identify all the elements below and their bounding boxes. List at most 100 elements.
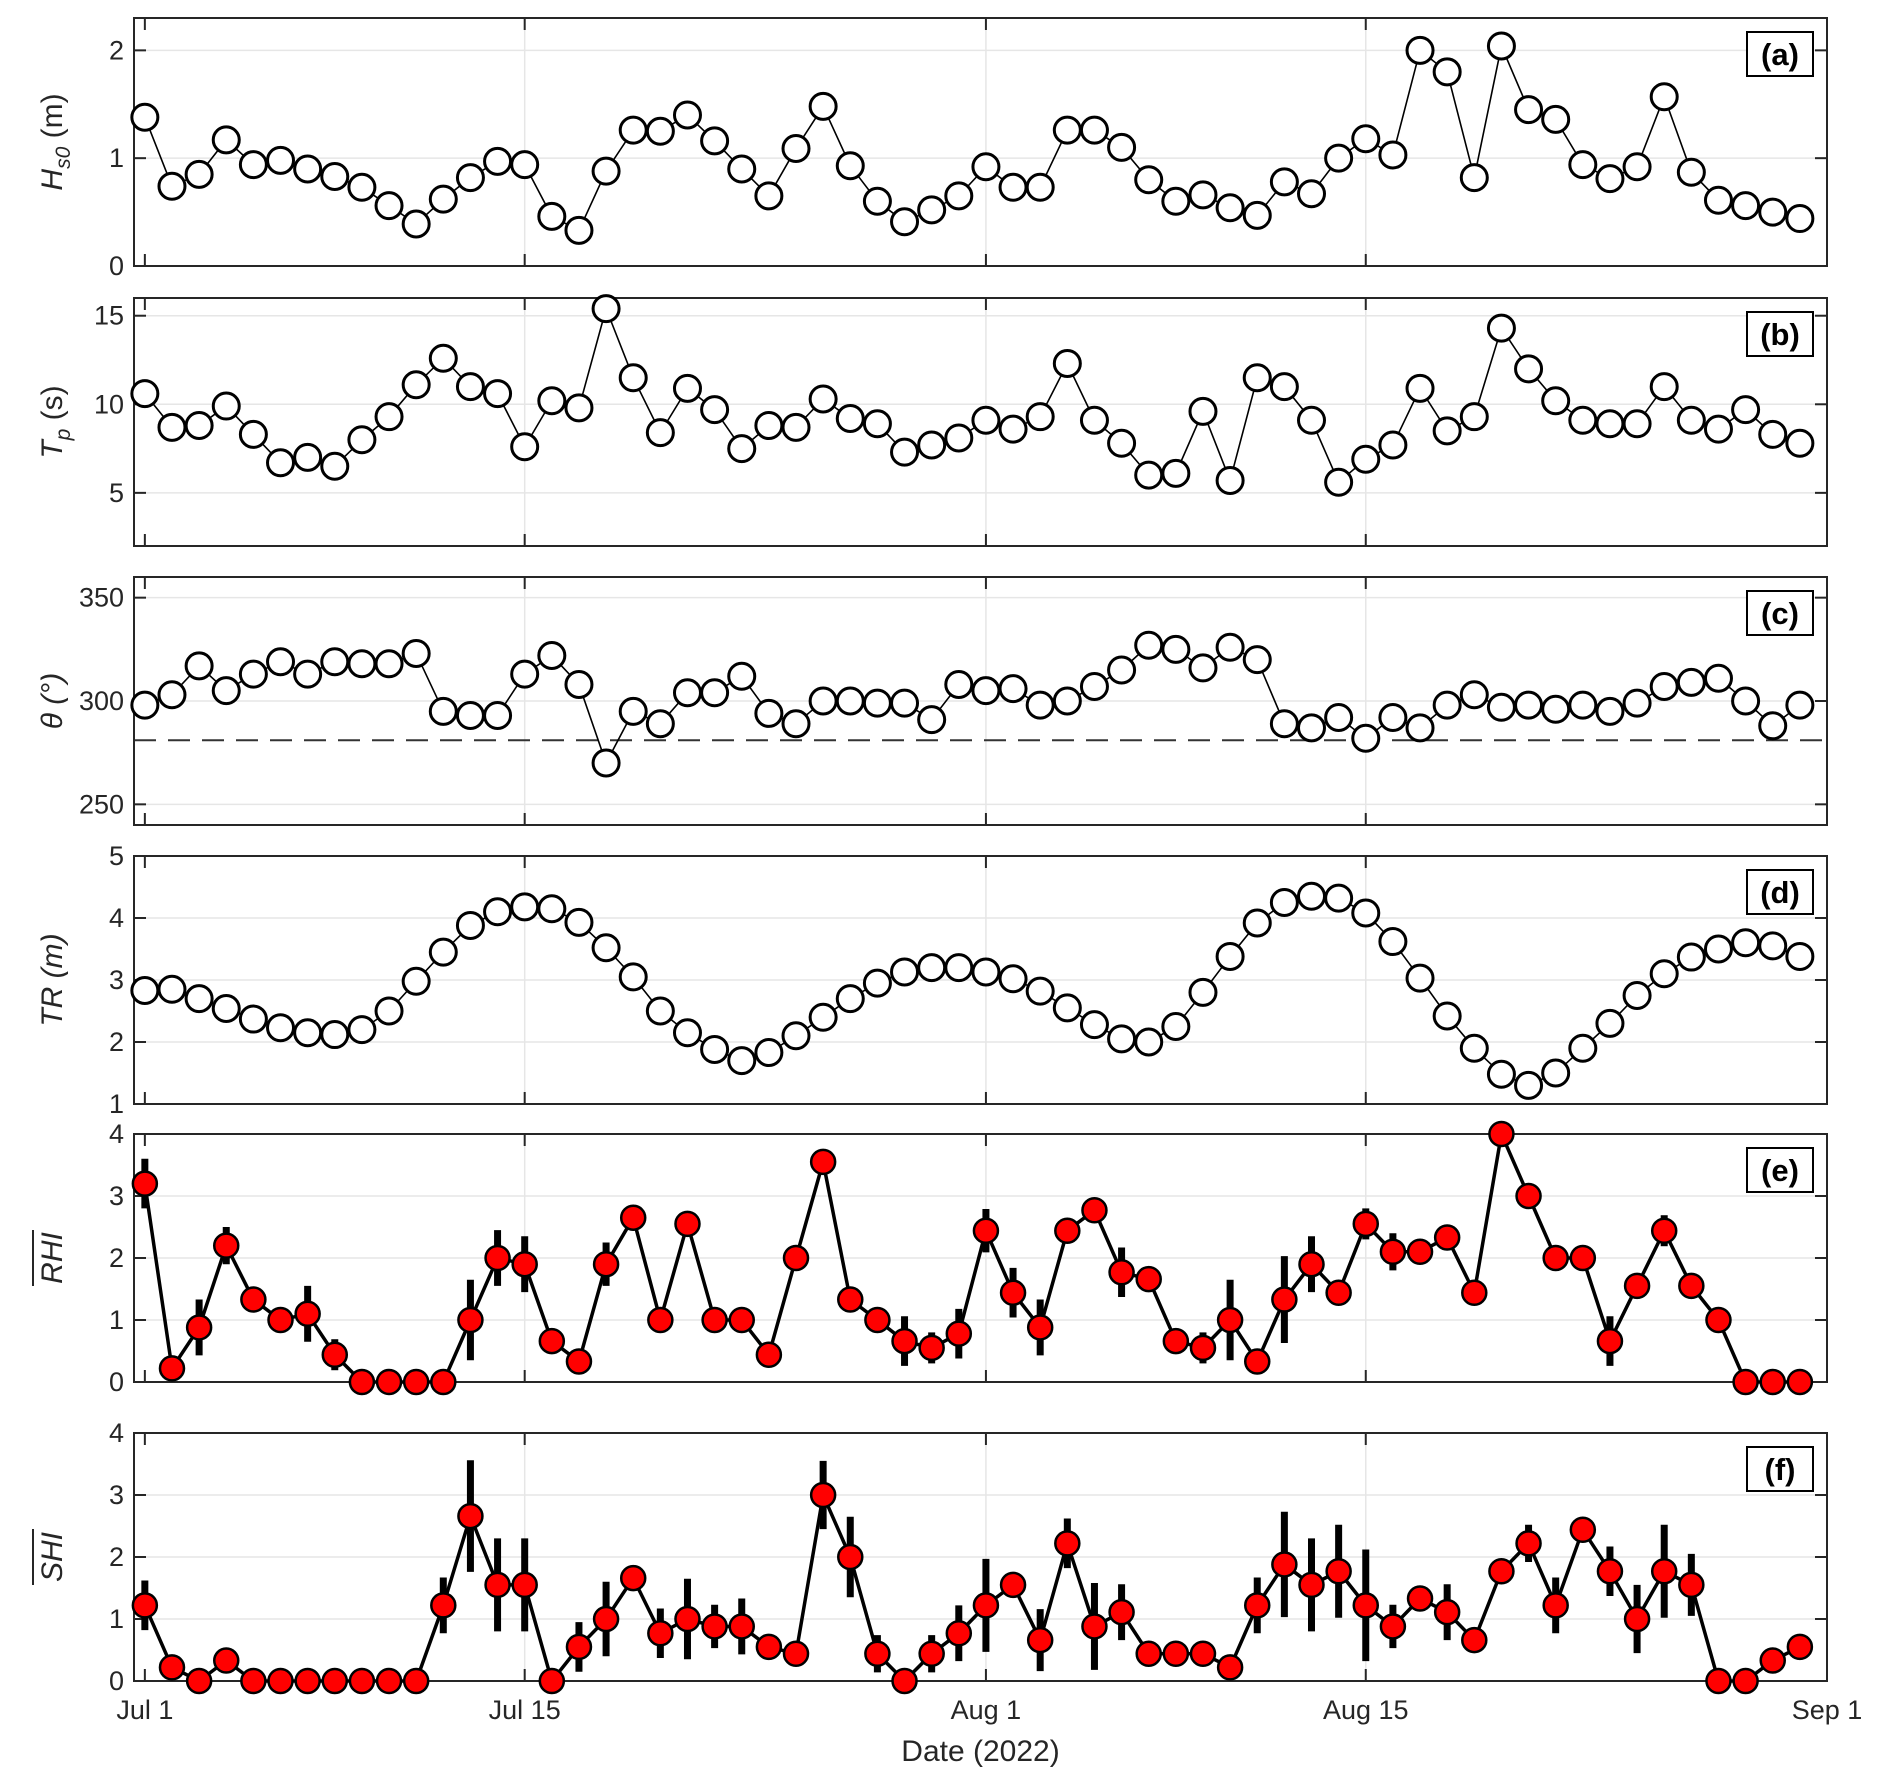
data-point: [754, 181, 784, 211]
y-tick-label: 15: [94, 301, 124, 331]
data-point: [1541, 104, 1571, 134]
y-tick-label: 4: [109, 903, 124, 933]
data-point: [428, 696, 458, 726]
data-point: [1595, 164, 1625, 194]
y-tick-label: 250: [79, 789, 124, 819]
data-point: [565, 1633, 593, 1661]
data-point: [782, 1244, 810, 1272]
data-point: [1271, 1286, 1298, 1313]
data-point: [1433, 1598, 1461, 1626]
data-point: [564, 669, 594, 699]
data-point: [1514, 95, 1544, 125]
data-point: [1541, 1058, 1571, 1088]
data-point: [1461, 1279, 1488, 1306]
data-point: [1243, 1592, 1271, 1619]
data-point: [510, 150, 540, 180]
data-point: [402, 1667, 430, 1695]
data-point: [375, 1368, 403, 1396]
data-point: [1732, 1368, 1759, 1396]
panel-label-box: [1746, 869, 1814, 915]
data-point: [971, 676, 1001, 706]
data-point: [238, 419, 268, 449]
data-point: [1026, 1626, 1054, 1654]
data-point: [294, 1667, 321, 1695]
data-point: [483, 897, 513, 927]
data-point: [945, 1620, 973, 1647]
series-line: [143, 1488, 1801, 1685]
data-point: [945, 1320, 973, 1347]
data-point: [1541, 694, 1571, 724]
data-point: [728, 1306, 755, 1334]
data-point: [862, 409, 892, 439]
data-point: [701, 1306, 728, 1334]
panel-label-box: [1746, 590, 1814, 636]
data-point: [1379, 1238, 1407, 1266]
y-tick-label: 4: [109, 1119, 124, 1149]
data-point: [1732, 1667, 1759, 1695]
data-point: [240, 1667, 267, 1695]
data-point: [645, 996, 675, 1026]
data-point: [890, 437, 920, 467]
data-point: [782, 1640, 810, 1667]
y-tick-label: 2: [109, 1243, 124, 1273]
data-point: [917, 195, 947, 225]
data-point: [1079, 672, 1109, 702]
data-point: [1054, 1530, 1081, 1557]
data-point: [1107, 655, 1137, 685]
data-point: [618, 115, 648, 145]
data-point: [1514, 690, 1544, 720]
data-point: [1025, 172, 1055, 202]
data-point: [212, 1232, 240, 1259]
data-point: [347, 172, 377, 202]
data-point: [1486, 1059, 1516, 1089]
data-point: [484, 1571, 511, 1599]
data-point: [267, 1667, 294, 1695]
axis-box: [133, 297, 1828, 547]
y-axis-label: θ (°): [36, 673, 69, 730]
data-point: [1325, 1279, 1352, 1306]
data-point: [672, 678, 702, 708]
data-point: [428, 184, 458, 214]
data-point: [1568, 690, 1598, 720]
data-point: [266, 145, 296, 175]
data-point: [890, 688, 920, 718]
panel-d: 1 2 3 4 5 TR (m) (d): [36, 841, 1828, 1119]
data-point: [320, 647, 350, 677]
data-point: [1759, 1368, 1786, 1396]
data-point: [1405, 963, 1435, 993]
data-point: [1242, 645, 1272, 675]
data-point: [1649, 672, 1679, 702]
data-point: [1134, 630, 1164, 660]
data-point: [619, 1564, 647, 1592]
data-point: [1324, 467, 1354, 497]
data-point: [1650, 1558, 1678, 1585]
data-point: [131, 1170, 159, 1197]
data-point: [538, 1327, 566, 1355]
data-point: [835, 984, 865, 1014]
data-point: [1758, 931, 1788, 961]
y-tick-label: 1: [109, 1604, 124, 1634]
data-point: [511, 1250, 538, 1278]
data-point: [266, 448, 296, 478]
data-point: [1705, 1306, 1732, 1334]
data-point: [835, 403, 865, 433]
data-point: [1324, 143, 1354, 173]
x-tick-label: Jul 1: [116, 1695, 173, 1725]
data-point: [864, 1306, 891, 1334]
data-point: [457, 1306, 484, 1334]
data-point: [647, 1620, 674, 1647]
data-point: [1785, 690, 1815, 720]
panel-label: (c): [1761, 596, 1799, 631]
data-point: [1298, 1250, 1325, 1278]
data-point: [1215, 193, 1245, 223]
data-point: [1568, 1033, 1598, 1063]
data-point: [864, 1640, 891, 1667]
data-point: [837, 1543, 864, 1571]
data-point: [1052, 349, 1082, 379]
data-point: [321, 1667, 349, 1695]
data-point: [1406, 1585, 1434, 1612]
data-point: [430, 1592, 457, 1619]
data-point: [998, 414, 1028, 444]
y-tick-label: 4: [109, 1418, 124, 1448]
data-point: [1079, 405, 1109, 435]
